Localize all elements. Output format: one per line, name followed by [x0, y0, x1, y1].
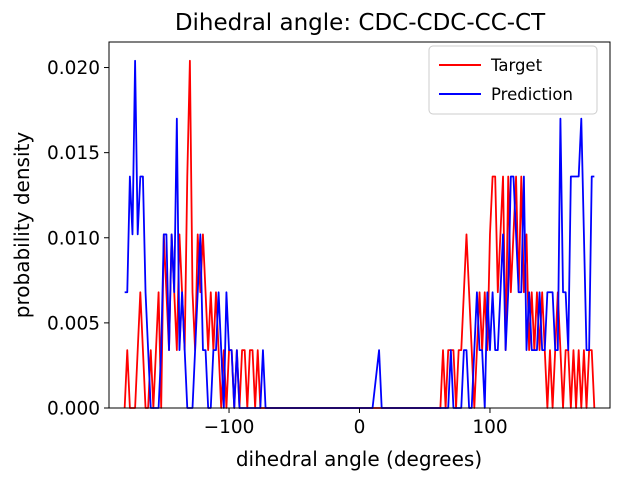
y-tick-label: 0.020 [47, 58, 100, 79]
x-tick-label: −100 [204, 417, 255, 438]
legend-label-prediction: Prediction [491, 85, 573, 104]
legend: Target Prediction [428, 45, 598, 115]
x-tick-label: 100 [472, 417, 507, 438]
y-tick-label: 0.015 [47, 143, 100, 164]
x-axis-ticks: −100 0 100 [204, 408, 508, 438]
legend-box [428, 45, 598, 115]
x-tick-label: 0 [354, 417, 366, 438]
y-axis-ticks: 0.000 0.005 0.010 0.015 0.020 [47, 58, 109, 420]
chart-title: Dihedral angle: CDC-CDC-CC-CT [175, 10, 546, 36]
y-tick-label: 0.010 [47, 228, 100, 249]
y-axis-label: probability density [10, 132, 34, 319]
y-tick-label: 0.005 [47, 313, 100, 334]
y-tick-label: 0.000 [47, 399, 100, 420]
legend-label-target: Target [490, 56, 543, 75]
x-axis-label: dihedral angle (degrees) [236, 447, 482, 471]
